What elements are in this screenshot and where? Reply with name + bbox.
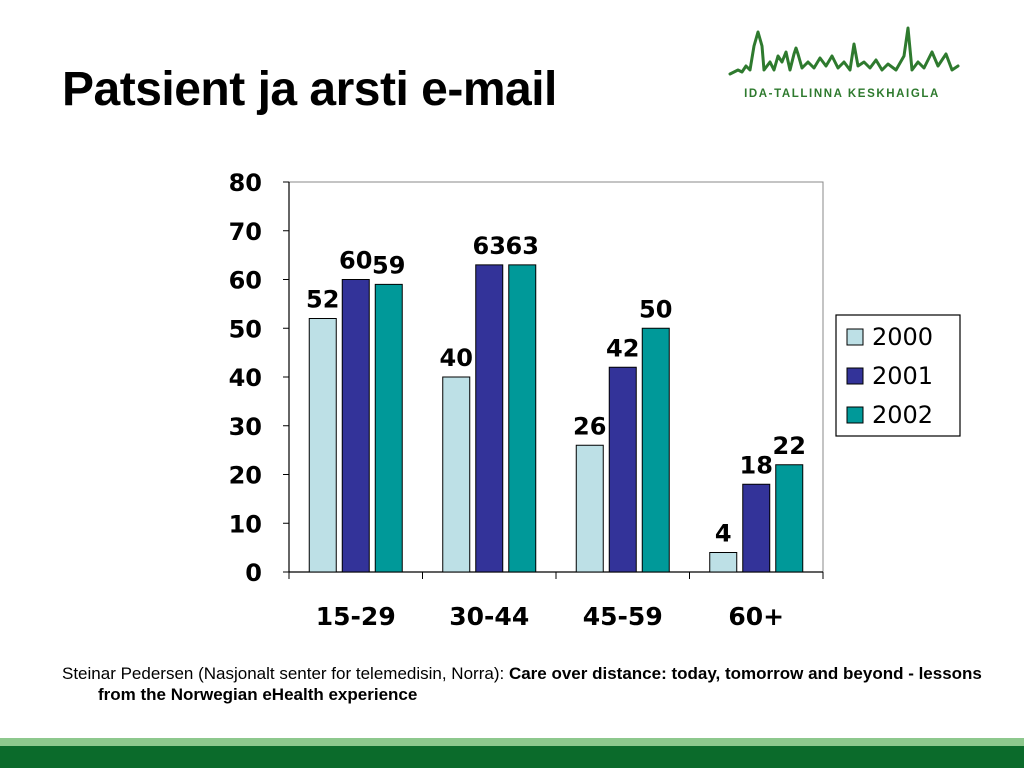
bar-2001-60+ [742,483,771,573]
chart-bars [308,264,804,573]
data-label: 18 [740,451,773,479]
y-tick-label: 10 [229,510,262,538]
data-label: 63 [473,232,506,260]
skyline-heartbeat-icon [728,26,960,76]
citation-author: Steinar Pedersen (Nasjonalt senter for t… [62,664,509,683]
source-citation: Steinar Pedersen (Nasjonalt senter for t… [62,663,998,705]
data-label: 22 [773,432,806,460]
bar-2002-15-29 [374,283,403,573]
x-tick-label: 45-59 [583,602,663,631]
chart-axes: 0 10 20 30 40 50 60 70 80 15-29 30-44 45-59 60+ [229,169,824,631]
chart-legend: 2000 2001 2002 [835,314,961,437]
y-tick-label: 0 [245,559,262,587]
data-label: 60 [339,247,372,275]
footer-band-light [0,738,1024,746]
logo-wordmark: IDA-TALLINNA KESKHAIGLA [744,88,940,100]
x-tick-label: 15-29 [316,602,396,631]
bar-2002-60+ [775,464,804,573]
legend-swatch-2000 [846,328,864,346]
bar-2000-60+ [709,552,738,573]
bar-2000-15-29 [308,318,337,573]
data-label: 50 [639,295,672,323]
data-label: 26 [573,412,606,440]
y-tick-label: 50 [229,315,262,343]
bar-2002-30-44 [508,264,537,573]
bar-2001-30-44 [475,264,504,573]
legend-label: 2001 [872,362,933,390]
citation-title: Care over distance: today, tomorrow and … [98,664,982,704]
legend-label: 2000 [872,323,933,351]
bar-2002-45-59 [641,327,670,573]
bar-2000-45-59 [575,444,604,573]
data-label: 52 [306,286,339,314]
y-tick-label: 30 [229,413,262,441]
slide-title: Patsient ja arsti e-mail [62,63,557,116]
data-label: 63 [506,232,539,260]
x-tick-label: 60+ [728,602,784,631]
footer-band-dark [0,746,1024,768]
y-tick-label: 60 [229,267,262,295]
hospital-logo: IDA-TALLINNA KESKHAIGLA [724,26,964,110]
data-label: 40 [440,344,473,372]
data-label: 59 [372,251,405,279]
bar-2001-45-59 [608,366,637,573]
x-tick-label: 30-44 [449,602,529,631]
y-tick-label: 70 [229,218,262,246]
legend-swatch-2001 [846,367,864,385]
y-tick-label: 80 [229,169,262,197]
bar-2001-15-29 [341,279,370,573]
y-tick-label: 40 [229,364,262,392]
legend-label: 2002 [872,401,933,429]
data-label: 42 [606,334,639,362]
data-label: 4 [715,520,732,548]
bar-2000-30-44 [442,376,471,573]
legend-swatch-2002 [846,406,864,424]
y-tick-label: 20 [229,462,262,490]
